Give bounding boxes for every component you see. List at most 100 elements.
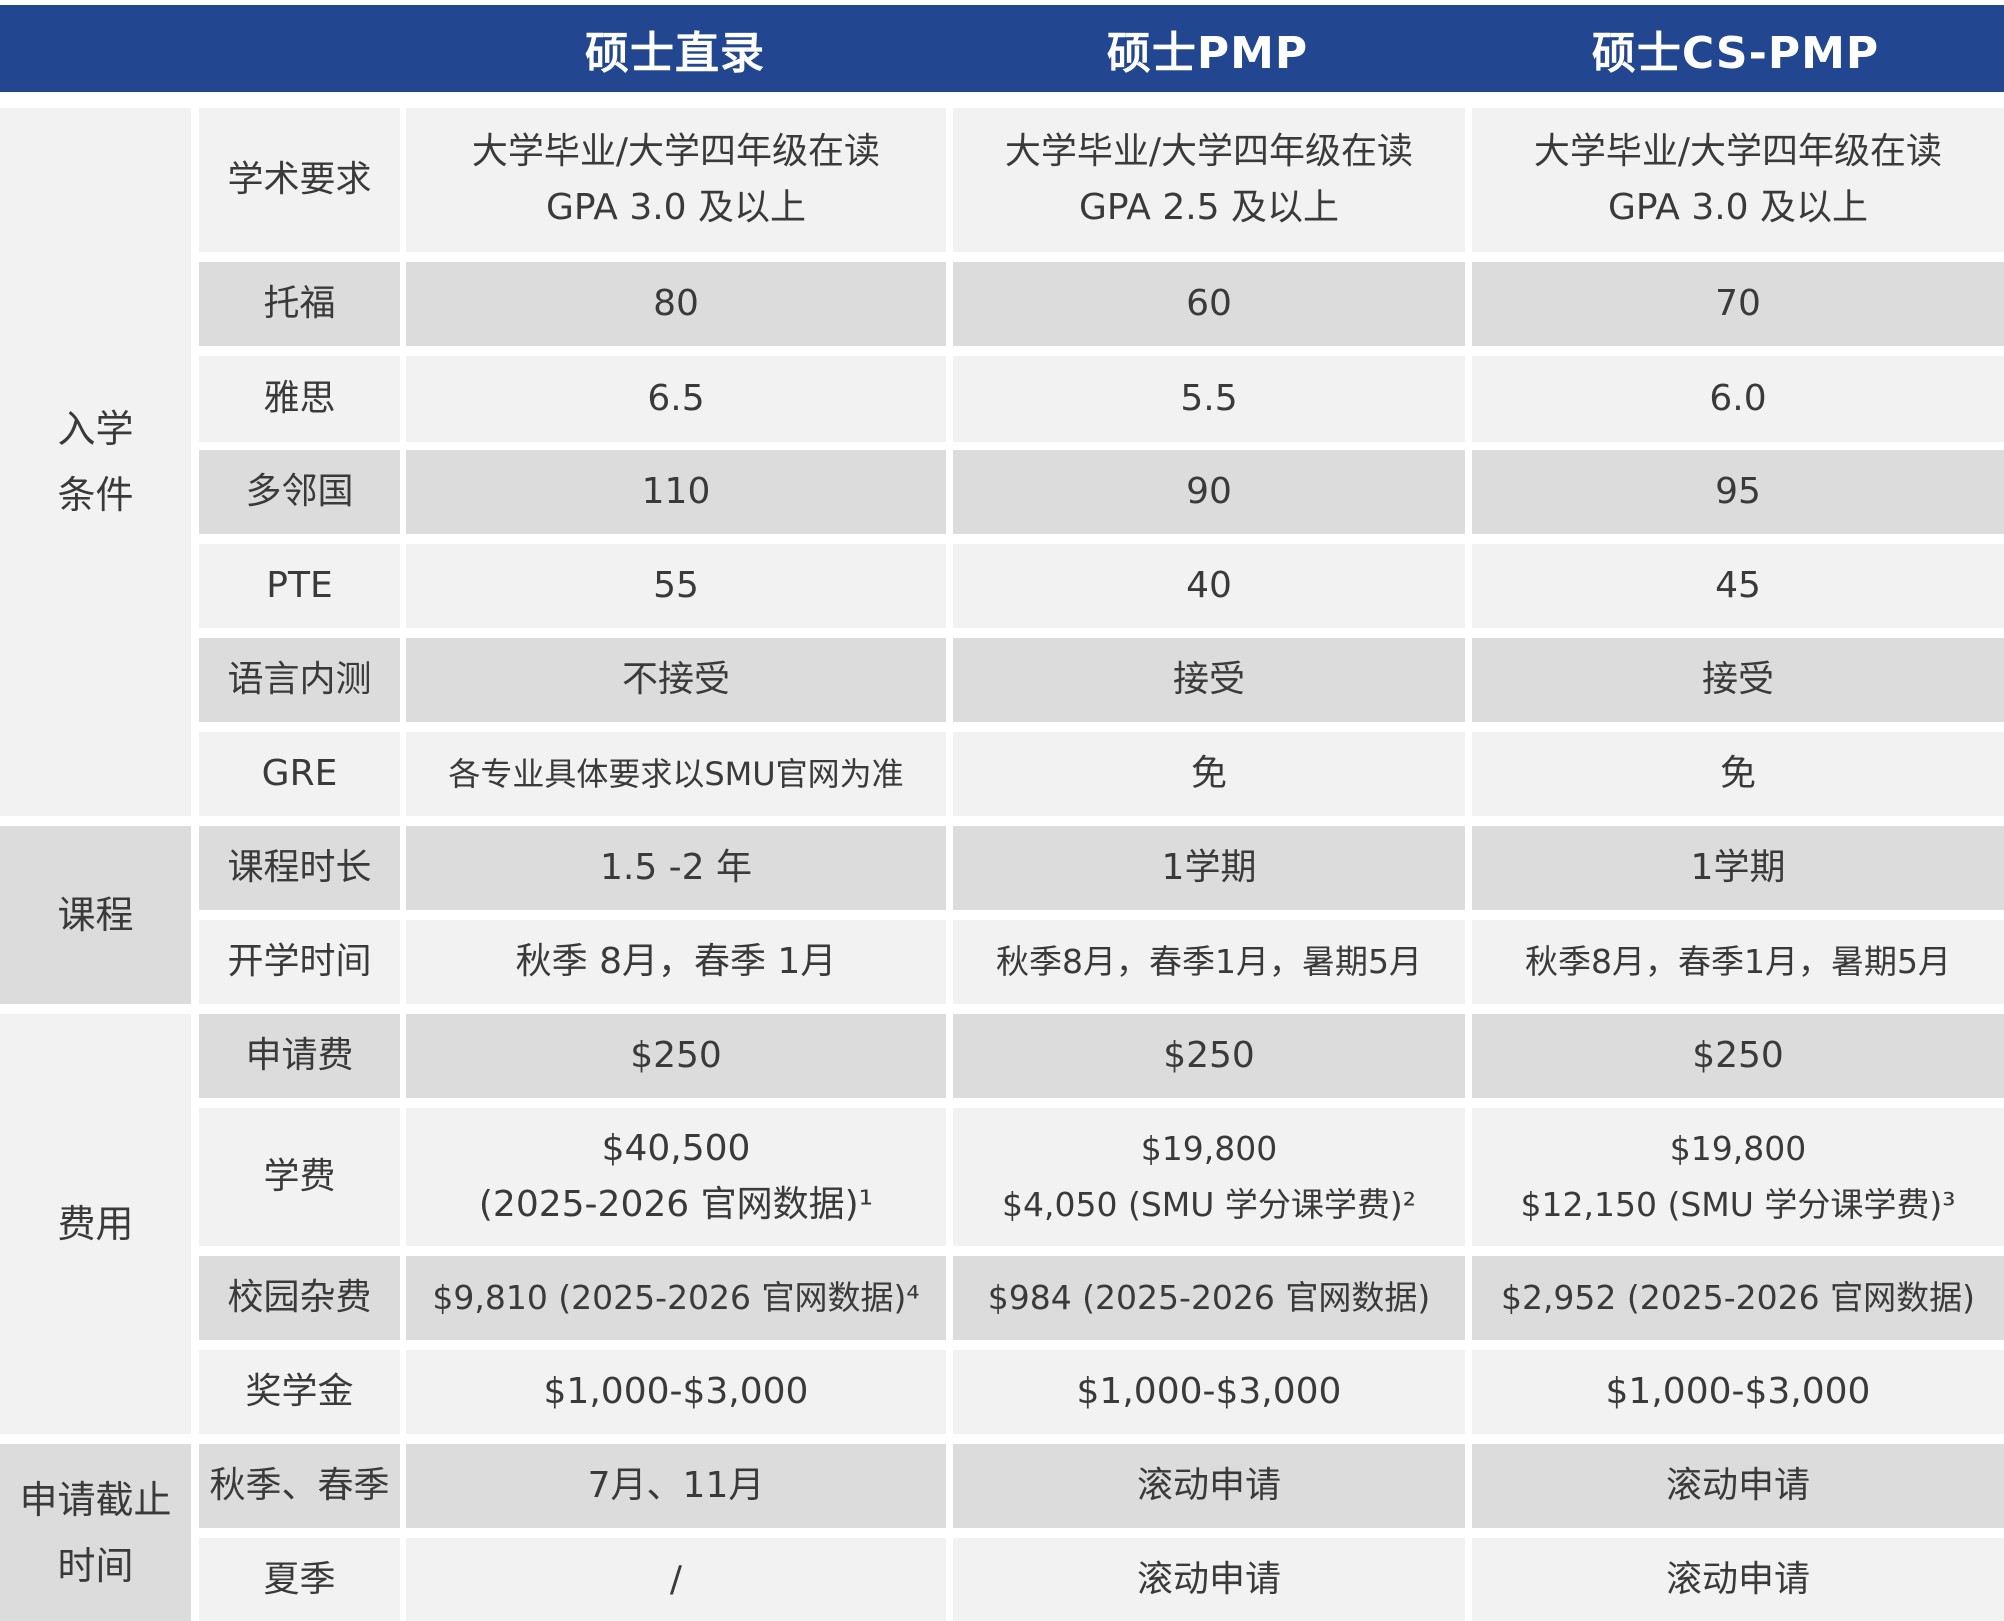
table-cell: 1学期 <box>953 826 1465 910</box>
cell-text: 70 <box>1715 283 1761 324</box>
table-cell: 免 <box>953 732 1465 816</box>
cell-text: 滚动申请 <box>1665 1465 1810 1506</box>
group-label: 申请截止 时间 <box>19 1477 172 1588</box>
table-cell: 滚动申请 <box>953 1538 1465 1621</box>
row-label: PTE <box>199 544 400 628</box>
table-cell: 7月、11月 <box>406 1444 946 1528</box>
table-cell: 70 <box>1472 262 2004 346</box>
table-cell: 1.5 -2 年 <box>406 826 946 910</box>
group-label: 费用 <box>57 1202 134 1246</box>
cell-text: 大学毕业/大学四年级在读 <box>1533 131 1943 172</box>
cell-text: (2025-2026 官网数据)¹ <box>478 1184 874 1225</box>
cell-text: 免 <box>1719 753 1756 794</box>
table-cell: 接受 <box>953 638 1465 722</box>
cell-text: $1,000-$3,000 <box>543 1371 809 1412</box>
cell-text: $984 (2025-2026 官网数据) <box>987 1278 1431 1317</box>
group-label: 课程 <box>57 893 134 937</box>
table-cell: 免 <box>1472 732 2004 816</box>
row-label: 申请费 <box>199 1014 400 1098</box>
cell-text: 60 <box>1186 283 1232 324</box>
table-cell: 55 <box>406 544 946 628</box>
cell-text: 7月、11月 <box>587 1465 765 1506</box>
row-label: 开学时间 <box>199 920 400 1004</box>
row-label: 雅思 <box>199 356 400 442</box>
table-cell: $984 (2025-2026 官网数据) <box>953 1256 1465 1340</box>
table-cell: 95 <box>1472 450 2004 534</box>
cell-text: / <box>669 1558 683 1600</box>
table-cell: 不接受 <box>406 638 946 722</box>
cell-text: 滚动申请 <box>1665 1558 1810 1600</box>
cell-text: 不接受 <box>621 659 730 700</box>
table-cell: 6.5 <box>406 356 946 442</box>
group-label: 入学 条件 <box>57 407 134 517</box>
table-cell: 各专业具体要求以SMU官网为准 <box>406 732 946 816</box>
cell-text: $250 <box>630 1035 722 1076</box>
row-label: GRE <box>199 732 400 816</box>
row-label: 学术要求 <box>199 108 400 252</box>
table-cell: 45 <box>1472 544 2004 628</box>
group-course: 课程 <box>0 826 191 1004</box>
row-label: 秋季、春季 <box>199 1444 400 1528</box>
cell-text: 110 <box>641 471 711 512</box>
table-cell: 接受 <box>1472 638 2004 722</box>
cell-text: 6.5 <box>647 378 705 419</box>
cell-text: 5.5 <box>1180 378 1238 419</box>
cell-text: $250 <box>1692 1035 1784 1076</box>
cell-text: 1学期 <box>1690 847 1786 888</box>
cell-text: 滚动申请 <box>1136 1558 1281 1600</box>
cell-text: $12,150 (SMU 学分课学费)³ <box>1520 1185 1956 1224</box>
table-cell: $19,800 $12,150 (SMU 学分课学费)³ <box>1472 1108 2004 1246</box>
table-cell: / <box>406 1538 946 1621</box>
table-cell: 大学毕业/大学四年级在读 GPA 3.0 及以上 <box>1472 108 2004 252</box>
group-admission: 入学 条件 <box>0 108 191 816</box>
table-cell: $250 <box>1472 1014 2004 1098</box>
cell-text: GPA 3.0 及以上 <box>545 187 807 228</box>
table-cell: $250 <box>953 1014 1465 1098</box>
group-fees: 费用 <box>0 1014 191 1434</box>
table-cell: 秋季8月，春季1月，暑期5月 <box>953 920 1465 1004</box>
table-cell: 110 <box>406 450 946 534</box>
cell-text: 大学毕业/大学四年级在读 <box>471 131 881 172</box>
cell-text: 45 <box>1715 565 1761 606</box>
table-cell: 滚动申请 <box>1472 1538 2004 1621</box>
cell-text: 大学毕业/大学四年级在读 <box>1004 131 1414 172</box>
table-header: 硕士直录 硕士PMP 硕士CS-PMP <box>0 5 2004 92</box>
table-cell: 秋季8月，春季1月，暑期5月 <box>1472 920 2004 1004</box>
table-cell: $2,952 (2025-2026 官网数据) <box>1472 1256 2004 1340</box>
cell-text: 秋季8月，春季1月，暑期5月 <box>1525 942 1951 981</box>
cell-text: 免 <box>1190 753 1227 794</box>
header-corner <box>0 5 402 92</box>
cell-text: 秋季 8月，春季 1月 <box>515 941 837 982</box>
cell-text: $1,000-$3,000 <box>1605 1371 1871 1412</box>
cell-text: $9,810 (2025-2026 官网数据)⁴ <box>432 1278 920 1317</box>
table-cell: 90 <box>953 450 1465 534</box>
group-deadline: 申请截止 时间 <box>0 1444 191 1621</box>
row-label: 语言内测 <box>199 638 400 722</box>
cell-text: 1学期 <box>1161 847 1257 888</box>
row-label: 课程时长 <box>199 826 400 910</box>
row-label: 校园杂费 <box>199 1256 400 1340</box>
table-cell: 80 <box>406 262 946 346</box>
cell-text: 40 <box>1186 565 1232 606</box>
table-cell: $19,800 $4,050 (SMU 学分课学费)² <box>953 1108 1465 1246</box>
table-cell: 大学毕业/大学四年级在读 GPA 3.0 及以上 <box>406 108 946 252</box>
cell-text: 秋季8月，春季1月，暑期5月 <box>996 942 1422 981</box>
table-cell: 滚动申请 <box>1472 1444 2004 1528</box>
row-label: 夏季 <box>199 1538 400 1621</box>
row-label: 多邻国 <box>199 450 400 534</box>
cell-text: 接受 <box>1701 659 1774 700</box>
cell-text: 6.0 <box>1709 378 1767 419</box>
table-cell: 5.5 <box>953 356 1465 442</box>
header-program-direct: 硕士直录 <box>585 27 765 79</box>
cell-text: 接受 <box>1172 659 1245 700</box>
header-program-cs-pmp: 硕士CS-PMP <box>1591 27 1880 79</box>
cell-text: $4,050 (SMU 学分课学费)² <box>1002 1185 1416 1224</box>
cell-text: 95 <box>1715 471 1761 512</box>
table-cell: $250 <box>406 1014 946 1098</box>
table-cell: 1学期 <box>1472 826 2004 910</box>
row-label: 学费 <box>199 1108 400 1246</box>
cell-text: $1,000-$3,000 <box>1076 1371 1342 1412</box>
table-cell: $1,000-$3,000 <box>1472 1350 2004 1434</box>
table-cell: 大学毕业/大学四年级在读 GPA 2.5 及以上 <box>953 108 1465 252</box>
header-program-pmp: 硕士PMP <box>1106 27 1309 79</box>
